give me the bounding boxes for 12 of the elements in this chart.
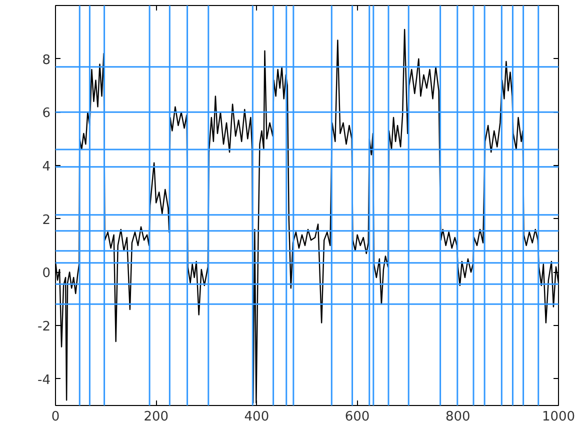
y-tick-label: -2 — [38, 320, 51, 334]
y-tick-label: 6 — [42, 106, 51, 122]
x-tick-label: 1000 — [542, 410, 576, 424]
y-tick-label: 8 — [42, 52, 51, 68]
y-tick-label: 2 — [42, 212, 51, 228]
y-tick-label: -4 — [38, 372, 51, 388]
x-tick-label: 400 — [244, 410, 270, 424]
y-tick-label: 4 — [42, 160, 51, 174]
x-tick-label: 800 — [445, 410, 470, 424]
x-tick-label: 600 — [344, 410, 370, 424]
y-tick-label: 0 — [42, 266, 51, 282]
x-tick-label: 200 — [144, 410, 169, 424]
